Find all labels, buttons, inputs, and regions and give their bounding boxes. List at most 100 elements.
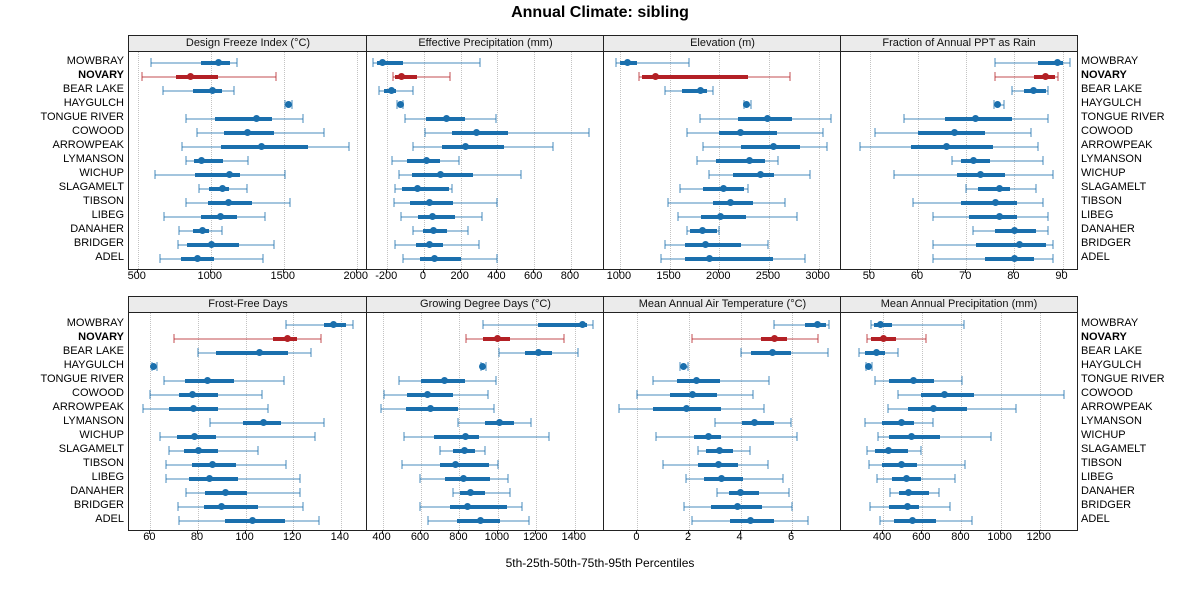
median-dot	[428, 213, 436, 220]
panel-mean-annual-air-temperature-c	[603, 312, 842, 531]
iqr-bar	[175, 74, 219, 79]
p5-cap	[773, 320, 776, 329]
p95-cap	[1063, 390, 1066, 399]
median-dot	[905, 489, 913, 496]
p5-cap	[994, 72, 997, 81]
x-tickmark	[868, 269, 870, 273]
median-dot	[1042, 73, 1050, 80]
p5-cap	[371, 58, 374, 67]
x-tick-label: -200	[375, 270, 398, 282]
whisker-line	[483, 323, 594, 326]
p95-cap	[1003, 100, 1006, 109]
x-tickmark	[381, 530, 383, 534]
p5-cap	[457, 418, 460, 427]
x-tickmark	[1061, 269, 1063, 273]
iqr-bar	[685, 256, 773, 261]
x-gridline	[536, 313, 538, 530]
x-gridline	[637, 313, 639, 530]
x-tick-label: 2000	[343, 270, 368, 282]
p95-cap	[953, 474, 956, 483]
x-gridline	[669, 52, 671, 269]
p5-cap	[695, 156, 698, 165]
p5-cap	[180, 142, 183, 151]
x-gridline	[768, 52, 770, 269]
p95-cap	[236, 58, 239, 67]
median-dot	[977, 171, 985, 178]
station-label-danaher: DANAHER	[1081, 485, 1135, 497]
p5-cap	[994, 58, 997, 67]
median-dot	[704, 433, 712, 440]
x-gridline	[293, 313, 295, 530]
whisker-line	[995, 61, 1070, 64]
x-gridline	[137, 52, 139, 269]
median-dot	[414, 185, 422, 192]
median-dot	[898, 419, 906, 426]
p95-cap	[825, 142, 828, 151]
median-dot	[463, 503, 471, 510]
iqr-bar	[395, 74, 417, 79]
median-dot	[472, 129, 480, 136]
median-dot	[696, 87, 704, 94]
p5-cap	[887, 404, 889, 413]
strip-growing-degree-days-c: Growing Degree Days (°C)	[366, 296, 605, 313]
x-gridline	[619, 52, 621, 269]
median-dot	[624, 59, 632, 66]
p5-cap	[176, 240, 179, 249]
iqr-bar	[681, 88, 708, 93]
p95-cap	[896, 348, 899, 357]
p5-cap	[161, 86, 164, 95]
p95-cap	[529, 418, 532, 427]
p95-cap	[1042, 198, 1045, 207]
p5-cap	[403, 114, 406, 123]
p95-cap	[156, 362, 159, 371]
median-dot	[189, 405, 197, 412]
p5-cap	[285, 320, 288, 329]
x-gridline	[818, 52, 820, 269]
x-tick-label: 2000	[706, 270, 731, 282]
x-tick-label: 800	[951, 531, 970, 543]
median-dot	[743, 101, 751, 108]
p95-cap	[484, 446, 487, 455]
median-dot	[396, 101, 404, 108]
p5-cap	[411, 226, 414, 235]
median-dot	[705, 255, 713, 262]
p5-cap	[654, 432, 657, 441]
station-label-novary: NOVARY	[1081, 69, 1127, 81]
p95-cap	[310, 348, 313, 357]
p5-cap	[636, 390, 639, 399]
iqr-bar	[193, 88, 223, 93]
panel-mean-annual-precipitation-mm	[840, 312, 1078, 531]
p5-cap	[497, 348, 500, 357]
p5-cap	[482, 320, 485, 329]
p5-cap	[877, 432, 880, 441]
p95-cap	[932, 418, 935, 427]
median-dot	[996, 213, 1004, 220]
p95-cap	[299, 474, 302, 483]
p5-cap	[393, 184, 396, 193]
p5-cap	[197, 348, 200, 357]
panel-design-freeze-index-c	[128, 51, 368, 270]
station-label-tibson: TIBSON	[83, 195, 124, 207]
p5-cap	[173, 334, 176, 343]
station-label-lymanson: LYMANSON	[63, 415, 124, 427]
x-tick-label: 800	[560, 270, 580, 282]
p5-cap	[697, 446, 700, 455]
x-tick-label: 80	[190, 531, 204, 543]
station-label-haygulch: HAYGULCH	[63, 359, 124, 371]
p95-cap	[816, 334, 819, 343]
p95-cap	[762, 404, 765, 413]
p95-cap	[506, 474, 509, 483]
iqr-bar	[733, 172, 775, 177]
p95-cap	[485, 362, 488, 371]
p95-cap	[777, 156, 780, 165]
x-tick-label: 6	[787, 531, 795, 543]
x-gridline	[1039, 313, 1041, 530]
p95-cap	[520, 502, 523, 511]
p5-cap	[868, 460, 871, 469]
whisker-line	[150, 61, 238, 64]
p95-cap	[272, 240, 275, 249]
x-gridline	[283, 52, 285, 269]
p95-cap	[520, 170, 523, 179]
station-label-mowbray: MOWBRAY	[1081, 55, 1139, 67]
median-dot	[770, 143, 778, 150]
